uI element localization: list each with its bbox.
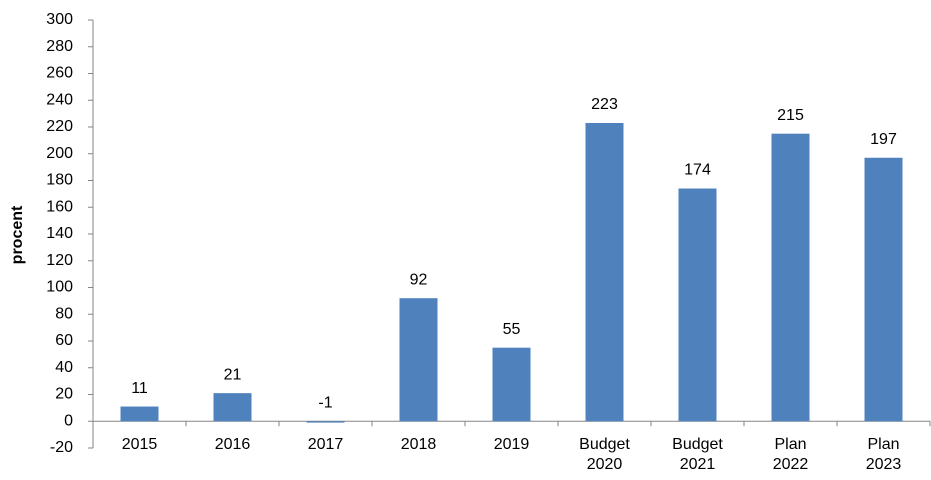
bar bbox=[864, 157, 903, 422]
y-tick-label: 40 bbox=[55, 359, 73, 376]
y-tick-label: 100 bbox=[46, 279, 73, 296]
y-tick-label: 220 bbox=[46, 118, 73, 135]
bar bbox=[306, 421, 345, 423]
x-tick-label: Plan 2022 bbox=[773, 436, 809, 473]
y-tick-label: 260 bbox=[46, 65, 73, 82]
y-tick-label: -20 bbox=[50, 439, 73, 456]
bar bbox=[585, 122, 624, 422]
value-label: 92 bbox=[410, 271, 428, 288]
x-tick-label: 2017 bbox=[308, 436, 344, 453]
x-tick-label: Budget 2020 bbox=[579, 436, 630, 473]
bar bbox=[399, 298, 438, 422]
y-tick-label: 160 bbox=[46, 198, 73, 215]
value-label: 197 bbox=[870, 131, 897, 148]
x-tick-label: 2015 bbox=[122, 436, 158, 453]
y-tick-label: 80 bbox=[55, 305, 73, 322]
y-tick-label: 140 bbox=[46, 225, 73, 242]
y-tick-label: 300 bbox=[46, 11, 73, 28]
y-axis-label: procent bbox=[9, 205, 26, 264]
bar bbox=[492, 347, 531, 422]
y-tick-label: 60 bbox=[55, 332, 73, 349]
y-tick-label: 20 bbox=[55, 386, 73, 403]
value-label: 215 bbox=[777, 107, 804, 124]
value-label: 11 bbox=[131, 380, 148, 397]
value-label: 55 bbox=[503, 321, 521, 338]
y-tick-label: 180 bbox=[46, 172, 73, 189]
x-tick-label: 2018 bbox=[401, 436, 437, 453]
bar bbox=[678, 188, 717, 422]
bar bbox=[120, 406, 159, 422]
x-tick-label: 2016 bbox=[215, 436, 251, 453]
y-tick-label: 280 bbox=[46, 38, 73, 55]
y-tick-label: 200 bbox=[46, 145, 73, 162]
value-label: 174 bbox=[684, 162, 711, 179]
value-label: 223 bbox=[591, 96, 618, 113]
y-tick-label: 240 bbox=[46, 91, 73, 108]
x-tick-label: 2019 bbox=[494, 436, 530, 453]
bar bbox=[771, 133, 810, 422]
value-label: -1 bbox=[318, 394, 332, 411]
x-tick-label: Budget 2021 bbox=[672, 436, 723, 473]
y-tick-label: 120 bbox=[46, 252, 73, 269]
value-label: 21 bbox=[224, 366, 242, 383]
bar bbox=[213, 393, 252, 422]
y-tick-label: 0 bbox=[64, 412, 73, 429]
x-tick-label: Plan 2023 bbox=[866, 436, 902, 473]
